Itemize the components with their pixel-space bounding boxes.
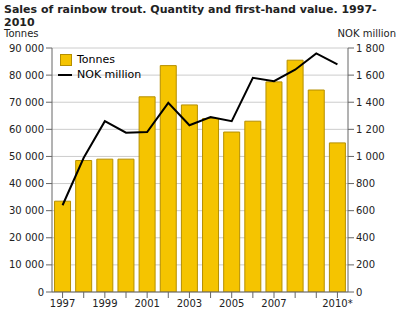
svg-text:2003: 2003 xyxy=(177,298,202,309)
svg-text:2005: 2005 xyxy=(219,298,244,309)
svg-text:10 000: 10 000 xyxy=(9,259,44,270)
svg-text:1 600: 1 600 xyxy=(356,70,385,81)
html-text:NOK million: NOK million xyxy=(77,68,142,81)
svg-text:60 000: 60 000 xyxy=(9,124,44,135)
svg-text:0: 0 xyxy=(356,287,362,298)
svg-text:800: 800 xyxy=(356,178,375,189)
svg-text:2001: 2001 xyxy=(134,298,159,309)
svg-text:1999: 1999 xyxy=(92,298,117,309)
svg-text:70 000: 70 000 xyxy=(9,97,44,108)
svg-text:0: 0 xyxy=(38,287,44,298)
svg-text:1997: 1997 xyxy=(50,298,75,309)
html-text:Tonnes: Tonnes xyxy=(4,28,39,39)
svg-text:400: 400 xyxy=(356,232,375,243)
svg-text:40 000: 40 000 xyxy=(9,178,44,189)
svg-text:80 000: 80 000 xyxy=(9,70,44,81)
html-text:NOK million: NOK million xyxy=(337,28,396,39)
svg-text:200: 200 xyxy=(356,259,375,270)
svg-text:1 800: 1 800 xyxy=(356,43,385,54)
svg-text:600: 600 xyxy=(356,205,375,216)
html-text:Sales of rainbow trout. Quanti: Sales of rainbow trout. Quantity and fir… xyxy=(4,3,377,29)
svg-text:1 400: 1 400 xyxy=(356,97,385,108)
svg-text:1 000: 1 000 xyxy=(356,151,385,162)
html-text:Tonnes: Tonnes xyxy=(77,53,115,66)
svg-text:30 000: 30 000 xyxy=(9,205,44,216)
svg-text:50 000: 50 000 xyxy=(9,151,44,162)
svg-text:90 000: 90 000 xyxy=(9,43,44,54)
svg-text:2010*: 2010* xyxy=(322,298,352,309)
svg-text:1 200: 1 200 xyxy=(356,124,385,135)
svg-text:2007: 2007 xyxy=(261,298,286,309)
svg-text:20 000: 20 000 xyxy=(9,232,44,243)
